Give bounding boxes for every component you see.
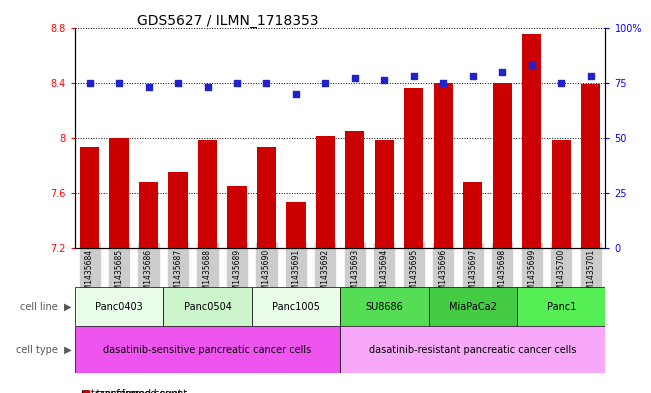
Bar bbox=[80, 147, 99, 248]
Bar bbox=[75, 287, 163, 326]
Text: ■: ■ bbox=[81, 389, 90, 393]
Bar bbox=[581, 84, 600, 248]
Bar bbox=[345, 130, 365, 248]
Bar bbox=[257, 147, 276, 248]
Bar bbox=[316, 136, 335, 248]
Text: cell type  ▶: cell type ▶ bbox=[16, 345, 72, 355]
Point bbox=[438, 79, 449, 86]
Bar bbox=[428, 287, 517, 326]
Point bbox=[467, 73, 478, 79]
Point bbox=[556, 79, 566, 86]
Bar bbox=[163, 287, 252, 326]
Bar bbox=[375, 140, 394, 248]
Text: SU8686: SU8686 bbox=[365, 301, 403, 312]
Bar bbox=[522, 35, 542, 248]
Point bbox=[202, 84, 213, 90]
Bar bbox=[252, 287, 340, 326]
Point bbox=[497, 68, 508, 75]
Bar bbox=[493, 83, 512, 248]
Text: Panc0504: Panc0504 bbox=[184, 301, 232, 312]
Text: MiaPaCa2: MiaPaCa2 bbox=[449, 301, 497, 312]
Bar bbox=[434, 83, 453, 248]
Point bbox=[527, 62, 537, 68]
Bar bbox=[551, 140, 571, 248]
Text: dasatinib-sensitive pancreatic cancer cells: dasatinib-sensitive pancreatic cancer ce… bbox=[104, 345, 312, 355]
Text: Panc1005: Panc1005 bbox=[272, 301, 320, 312]
Bar bbox=[464, 182, 482, 248]
Point bbox=[409, 73, 419, 79]
Point bbox=[320, 79, 331, 86]
Point bbox=[585, 73, 596, 79]
Point bbox=[143, 84, 154, 90]
Bar bbox=[227, 186, 247, 248]
Text: transformed count: transformed count bbox=[91, 389, 182, 393]
Text: ■  transformed count: ■ transformed count bbox=[81, 389, 187, 393]
Bar bbox=[340, 287, 428, 326]
Point bbox=[379, 77, 389, 83]
Text: dasatinib-resistant pancreatic cancer cells: dasatinib-resistant pancreatic cancer ce… bbox=[369, 345, 577, 355]
Point bbox=[261, 79, 271, 86]
Bar bbox=[404, 88, 423, 248]
Bar bbox=[109, 138, 129, 248]
Bar bbox=[139, 182, 158, 248]
Bar bbox=[169, 172, 187, 248]
Point bbox=[232, 79, 242, 86]
Bar bbox=[198, 140, 217, 248]
Bar bbox=[286, 202, 305, 248]
Text: Panc0403: Panc0403 bbox=[95, 301, 143, 312]
Bar bbox=[517, 287, 605, 326]
Point bbox=[85, 79, 95, 86]
Text: cell line  ▶: cell line ▶ bbox=[20, 301, 72, 312]
Point bbox=[173, 79, 183, 86]
Point bbox=[114, 79, 124, 86]
Point bbox=[291, 90, 301, 97]
Point bbox=[350, 75, 360, 81]
Bar bbox=[75, 326, 340, 373]
Text: GDS5627 / ILMN_1718353: GDS5627 / ILMN_1718353 bbox=[137, 14, 318, 28]
Text: Panc1: Panc1 bbox=[547, 301, 576, 312]
Bar bbox=[340, 326, 605, 373]
